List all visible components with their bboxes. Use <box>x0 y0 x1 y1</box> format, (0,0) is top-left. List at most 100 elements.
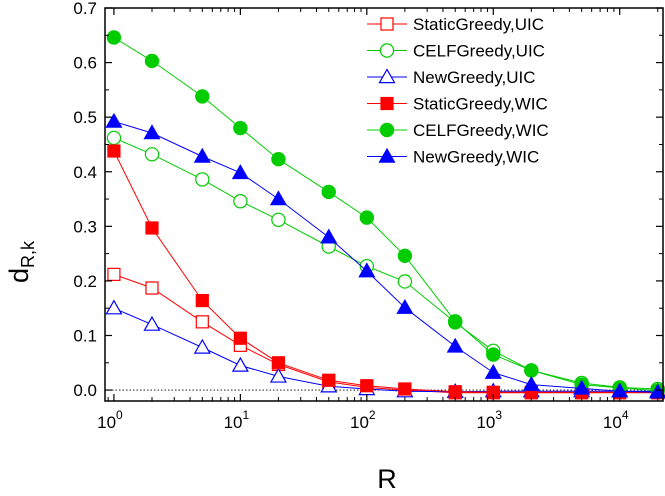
data-point <box>486 347 501 362</box>
data-point <box>233 194 248 209</box>
data-point <box>271 212 286 227</box>
y-tick-label: 0.6 <box>73 54 97 73</box>
data-point <box>195 293 209 308</box>
data-point <box>145 281 159 295</box>
y-tick-label: 0.2 <box>73 272 97 291</box>
data-point <box>195 89 210 104</box>
legend-item-5: NewGreedy,WIC <box>367 148 539 167</box>
legend-label: StaticGreedy,UIC <box>413 15 544 34</box>
data-point <box>269 367 287 383</box>
series-line <box>113 273 658 394</box>
series-line <box>113 137 658 390</box>
data-point <box>522 375 540 391</box>
data-point <box>448 385 462 399</box>
data-point <box>321 184 336 200</box>
y-tick-label: 0.1 <box>73 327 97 346</box>
x-tick-label: 102 <box>350 408 376 432</box>
data-point <box>573 379 591 395</box>
data-point <box>105 299 123 315</box>
data-point <box>271 151 286 167</box>
data-point <box>106 30 122 45</box>
data-point <box>271 356 286 370</box>
x-tick-exponent: 0 <box>116 408 123 422</box>
series-4 <box>106 30 665 398</box>
data-point <box>269 190 287 206</box>
legend-label: StaticGreedy,WIC <box>413 95 548 114</box>
legend-item-4: CELFGreedy,WIC <box>367 121 549 140</box>
legend-item-1: CELFGreedy,UIC <box>367 42 545 61</box>
series-5 <box>105 112 665 399</box>
data-point <box>107 267 121 281</box>
x-tick-base: 10 <box>97 413 116 432</box>
legend-item-3: StaticGreedy,WIC <box>367 95 548 114</box>
y-tick-label: 0.7 <box>73 0 97 18</box>
x-tick-exponent: 1 <box>242 408 249 422</box>
y-tick-label: 0.5 <box>73 108 97 127</box>
data-point <box>524 363 539 378</box>
data-point <box>231 164 249 180</box>
data-point <box>358 262 376 278</box>
data-point <box>447 314 463 329</box>
data-point <box>107 144 121 158</box>
data-point <box>195 315 209 329</box>
data-point <box>396 298 414 314</box>
plot-frame <box>104 7 664 402</box>
data-point <box>484 363 502 379</box>
data-point <box>397 248 413 264</box>
y-axis-title: dR,k <box>4 240 38 283</box>
y-axis-title-main: d <box>4 268 34 283</box>
legend-marker <box>378 147 396 163</box>
legend-label: CELFGreedy,WIC <box>413 121 549 140</box>
data-point <box>106 130 122 146</box>
x-tick-base: 10 <box>476 413 495 432</box>
data-point <box>144 53 160 69</box>
legend-label: NewGreedy,UIC <box>413 68 536 87</box>
x-tick-exponent: 3 <box>495 408 502 422</box>
data-point <box>360 379 374 393</box>
data-point <box>144 147 160 162</box>
data-point <box>233 120 248 136</box>
legend-label: NewGreedy,WIC <box>413 148 539 167</box>
data-point <box>195 172 210 187</box>
series-line <box>113 37 658 392</box>
y-axis-title-subscript: R,k <box>18 240 38 268</box>
x-tick-base: 10 <box>224 413 243 432</box>
series-3 <box>107 144 665 399</box>
data-point <box>105 112 123 128</box>
x-tick-label: 103 <box>476 408 502 432</box>
x-tick-exponent: 2 <box>369 408 376 422</box>
x-tick-label: 101 <box>224 408 250 432</box>
x-tick-label: 100 <box>97 408 123 432</box>
legend-label: CELFGreedy,UIC <box>413 42 545 61</box>
data-point <box>397 274 413 289</box>
x-tick-base: 10 <box>603 413 622 432</box>
y-tick-label: 0.3 <box>73 217 97 236</box>
x-tick-label: 104 <box>603 408 629 432</box>
x-tick-base: 10 <box>350 413 369 432</box>
series-1 <box>106 130 665 397</box>
data-point <box>193 147 211 163</box>
legend-marker <box>379 122 395 138</box>
x-axis-title: R <box>377 464 397 494</box>
series-line <box>113 150 658 393</box>
data-point <box>446 337 464 353</box>
series-layer <box>105 30 665 400</box>
data-point <box>143 315 161 331</box>
legend-marker <box>379 43 395 58</box>
data-point <box>193 338 211 354</box>
y-tick-label: 0.4 <box>73 163 97 182</box>
x-tick-exponent: 4 <box>622 408 629 422</box>
data-point <box>398 382 412 396</box>
legend-item-2: NewGreedy,UIC <box>367 68 536 87</box>
legend-marker <box>380 96 394 111</box>
legend-marker <box>378 68 396 84</box>
data-point <box>145 221 159 235</box>
legend-item-0: StaticGreedy,UIC <box>367 15 544 34</box>
data-point <box>143 124 161 140</box>
data-point <box>322 373 336 387</box>
data-point <box>233 331 247 345</box>
y-tick-label: 0.0 <box>73 381 97 400</box>
data-point <box>231 356 249 372</box>
